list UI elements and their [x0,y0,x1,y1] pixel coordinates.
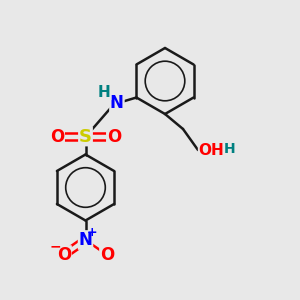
Text: O: O [100,246,114,264]
Text: O: O [57,246,71,264]
Text: H: H [224,142,235,155]
Text: +: + [87,226,98,239]
Text: S: S [79,128,92,146]
Text: N: N [79,231,92,249]
Text: N: N [110,94,124,112]
Text: O: O [107,128,121,146]
Text: −: − [50,239,61,253]
Text: O: O [50,128,64,146]
Text: OH: OH [199,142,224,158]
Text: H: H [98,85,111,100]
